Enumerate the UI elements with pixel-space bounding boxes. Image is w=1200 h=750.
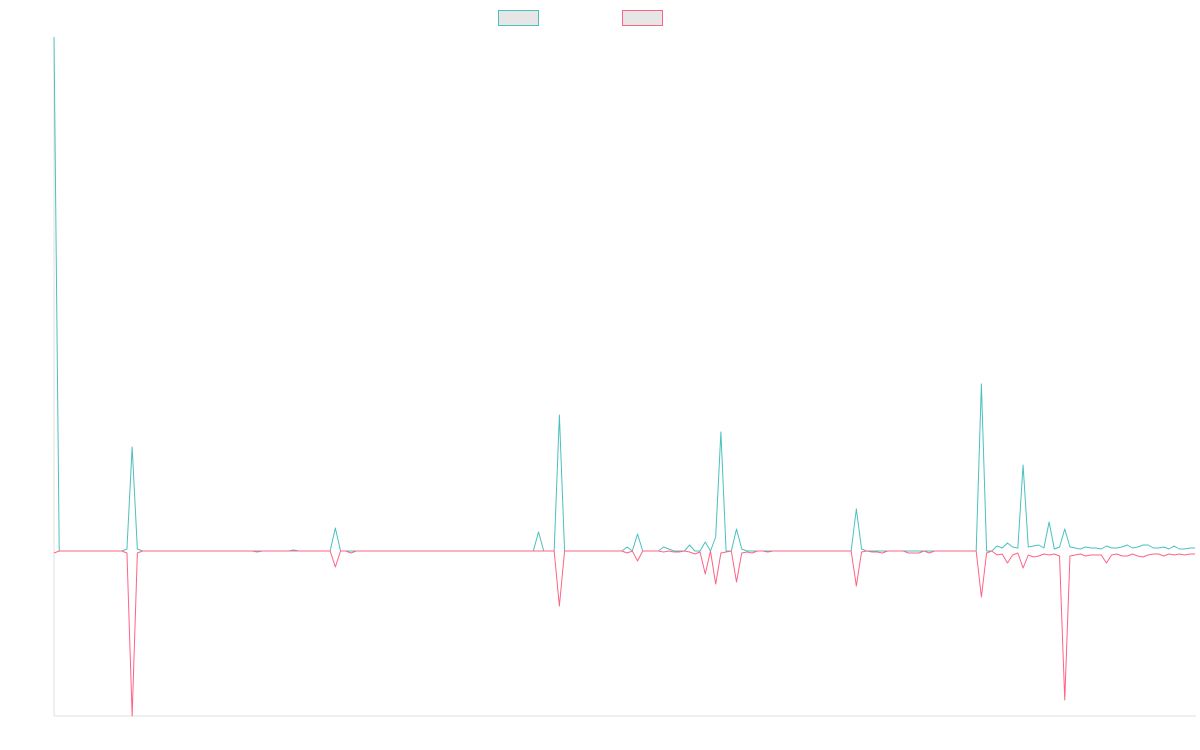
legend-swatch[interactable] xyxy=(498,10,539,26)
legend-swatch[interactable] xyxy=(622,10,663,26)
series-line xyxy=(53,549,1195,717)
series-line xyxy=(53,36,1195,552)
